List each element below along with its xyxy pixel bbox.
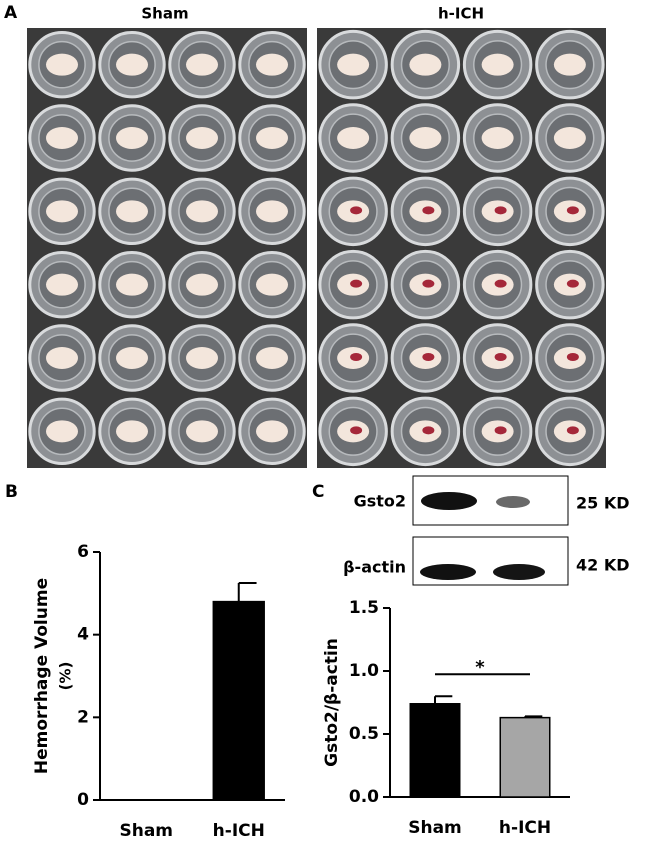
blot-band [421, 492, 477, 510]
brain-slice [256, 127, 288, 149]
error-bar [237, 582, 257, 602]
bar [409, 703, 461, 798]
blot-size: 42 KD [576, 556, 630, 575]
error-bar [524, 715, 543, 718]
brain-slice [409, 53, 442, 76]
brain-slice [186, 200, 218, 223]
blot-protein: β-actin [343, 558, 406, 577]
brain-slice [46, 127, 78, 149]
brain-slice [186, 420, 218, 443]
y-tick-label: 4 [77, 625, 89, 645]
y-tick-label: 0.0 [349, 787, 379, 807]
brain-slice [337, 127, 370, 149]
brain-slice [46, 53, 78, 76]
bar [212, 600, 265, 801]
brain-slice [46, 347, 78, 369]
hemorrhage [350, 353, 363, 361]
hemorrhage [494, 279, 507, 288]
x-tick-label: h-ICH [213, 821, 265, 841]
hemorrhage [350, 279, 363, 288]
brain-slice [409, 127, 442, 149]
brain-slice [116, 127, 148, 149]
brain-slice [481, 53, 514, 76]
hemorrhage [566, 206, 579, 215]
y-tick-label: 0 [77, 790, 89, 810]
brain-slice [186, 127, 218, 149]
blot-protein: Gsto2 [354, 492, 406, 511]
photo-panel [27, 28, 606, 468]
significance-mark: * [475, 657, 485, 678]
hemorrhage [494, 206, 507, 215]
panel-label: C [312, 482, 324, 502]
brain-slice [256, 420, 288, 443]
hemorrhage [494, 426, 507, 435]
y-tick-label: 1.0 [349, 661, 379, 681]
panel-label: B [5, 482, 18, 502]
error-bar [434, 695, 453, 704]
y-tick-label: 0.5 [349, 724, 379, 744]
hemorrhage [350, 206, 363, 215]
hemorrhage [566, 279, 579, 288]
brain-slice [256, 347, 288, 369]
brain-slice [116, 200, 148, 223]
brain-slice [256, 200, 288, 223]
brain-slice [553, 127, 586, 149]
hemorrhage [350, 426, 363, 435]
y-tick-label: 1.5 [349, 598, 379, 618]
y-tick-label: 6 [77, 542, 89, 562]
blot-size: 25 KD [576, 494, 630, 513]
hemorrhage [566, 353, 579, 361]
x-tick-label: Sham [119, 821, 173, 841]
y-tick-label: 2 [77, 707, 89, 727]
brain-slice [116, 53, 148, 76]
bar [499, 716, 551, 798]
hemorrhage [422, 206, 435, 215]
blot-band [493, 564, 545, 580]
hemorrhage [422, 353, 435, 361]
hemorrhage [422, 426, 435, 435]
plate [27, 28, 307, 468]
brain-slice [256, 53, 288, 76]
brain-slice [46, 200, 78, 223]
hemorrhage [566, 426, 579, 435]
brain-slice [116, 273, 148, 296]
brain-slice [186, 273, 218, 296]
panel-label: A [4, 3, 18, 23]
hemorrhage [422, 279, 435, 288]
brain-slice [46, 420, 78, 443]
photo-title: Sham [141, 5, 188, 23]
brain-slice [116, 347, 148, 369]
brain-slice [481, 127, 514, 149]
brain-slice [553, 53, 586, 76]
blot-band [496, 496, 530, 508]
brain-slice [186, 347, 218, 369]
hemorrhage [494, 353, 507, 361]
y-axis-unit: (%) [57, 662, 75, 691]
plate [317, 28, 606, 468]
brain-slice [337, 53, 370, 76]
brain-slice [186, 53, 218, 76]
x-tick-label: Sham [408, 818, 462, 838]
y-axis-label: Gsto2/β-actin [322, 638, 342, 767]
brain-slice [116, 420, 148, 443]
y-axis-label: Hemorrhage Volume [32, 578, 52, 774]
brain-slice [46, 273, 78, 296]
brain-slice [256, 273, 288, 296]
blot-band [420, 564, 476, 580]
x-tick-label: h-ICH [499, 818, 551, 838]
photo-title: h-ICH [438, 5, 484, 23]
